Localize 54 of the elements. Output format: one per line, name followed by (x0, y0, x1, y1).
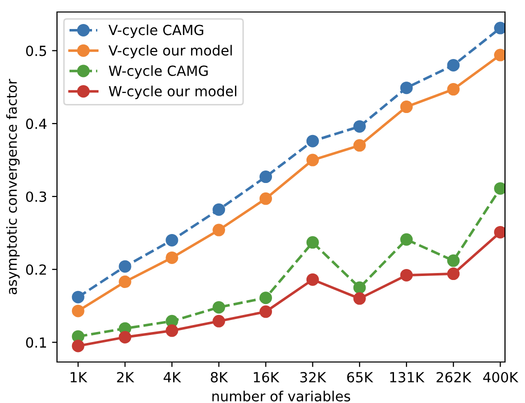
point (447, 58, 460, 72)
x-tick-label: 8K (210, 372, 228, 382)
point (353, 139, 366, 152)
point (166, 324, 178, 337)
point (166, 234, 178, 246)
point (72, 304, 84, 318)
point (260, 292, 272, 304)
point (400, 268, 413, 282)
point (400, 82, 413, 94)
x-tick-label: 1K (70, 372, 88, 382)
legend-label: V-cycle CAMG (108, 24, 204, 38)
x-tick-label: 4K (164, 372, 182, 382)
point (212, 203, 226, 216)
point (72, 340, 84, 352)
point (447, 268, 460, 280)
point (260, 170, 272, 184)
point (260, 305, 272, 318)
point (212, 224, 226, 236)
x-tick-label: 131K (390, 372, 425, 382)
y-tick-label: 0.5 (26, 46, 46, 56)
x-tick-label: 400K (483, 372, 518, 382)
x-tick-label: 16K (254, 372, 280, 382)
y-tick-label: 0.1 (26, 337, 46, 348)
point (306, 134, 319, 148)
point (353, 281, 366, 294)
x-tick-label: 65K (347, 372, 374, 382)
y-axis-title: asymptotic convergence factor (6, 78, 20, 294)
x-tick-label: 2K (117, 372, 134, 382)
point (306, 154, 319, 166)
point (400, 100, 413, 114)
legend-label: W-cycle CAMG (108, 65, 208, 79)
legend-label: V-cycle our model (108, 44, 232, 58)
point (306, 236, 319, 249)
point (260, 192, 272, 205)
point (447, 83, 460, 96)
point (353, 292, 366, 305)
point (118, 276, 132, 288)
y-tick-label: 0.4 (26, 118, 46, 130)
point (212, 314, 226, 328)
point (72, 290, 84, 304)
point (118, 260, 132, 273)
y-tick-label: 0.2 (26, 264, 46, 275)
point (166, 251, 178, 264)
point (447, 254, 460, 267)
x-axis-title: number of variables (212, 390, 350, 402)
legend-label: W-cycle our model (108, 86, 236, 100)
x-tick-label: 262K (436, 372, 472, 382)
point (306, 273, 319, 286)
point (400, 233, 413, 246)
point (353, 120, 366, 133)
point (118, 330, 132, 344)
y-tick-label: 0.3 (26, 191, 46, 202)
x-tick-label: 32K (300, 372, 326, 382)
point (212, 301, 226, 314)
